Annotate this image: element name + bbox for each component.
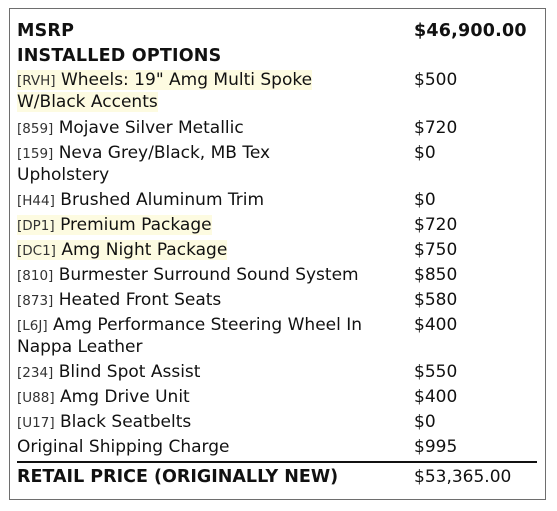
option-price: $750 bbox=[414, 240, 458, 260]
option-label: Wheels: 19" Amg Multi Spoke bbox=[60, 70, 313, 90]
option-label: Amg Drive Unit bbox=[60, 387, 190, 407]
option-name: [859] Mojave Silver Metallic bbox=[17, 118, 409, 140]
option-highlight: [RVH] Wheels: 19" Amg Multi Spoke bbox=[17, 70, 313, 90]
option-label: Neva Grey/Black, MB Tex bbox=[58, 143, 271, 163]
option-price: $720 bbox=[414, 118, 458, 138]
option-label-line2: W/Black Accents bbox=[17, 92, 158, 112]
msrp-label: MSRP bbox=[17, 21, 75, 41]
msrp-value: $46,900.00 bbox=[414, 21, 527, 41]
option-name: [DP1] Premium Package bbox=[17, 215, 409, 237]
retail-price-value: $53,365.00 bbox=[414, 467, 512, 487]
option-label: Blind Spot Assist bbox=[58, 362, 201, 382]
option-name: [U17] Black Seatbelts bbox=[17, 412, 409, 434]
option-highlight: [DC1] Amg Night Package bbox=[17, 240, 228, 260]
option-price: $400 bbox=[414, 387, 458, 407]
option-code: [810] bbox=[17, 268, 54, 284]
option-label: Burmester Surround Sound System bbox=[58, 265, 359, 285]
option-label: Premium Package bbox=[60, 215, 212, 235]
shipping-value: $995 bbox=[414, 437, 458, 457]
option-code: [859] bbox=[17, 121, 54, 137]
shipping-label: Original Shipping Charge bbox=[17, 437, 230, 457]
option-price: $400 bbox=[414, 315, 458, 335]
option-name: [810] Burmester Surround Sound System bbox=[17, 265, 409, 287]
option-highlight: [DP1] Premium Package bbox=[17, 215, 212, 235]
option-code: [H44] bbox=[17, 193, 55, 209]
installed-options-heading: INSTALLED OPTIONS bbox=[17, 46, 222, 66]
option-price: $0 bbox=[414, 412, 436, 432]
option-code: [159] bbox=[17, 146, 54, 162]
option-price: $550 bbox=[414, 362, 458, 382]
option-label-line2: Upholstery bbox=[17, 165, 110, 185]
msrp-row: MSRP $46,900.00 bbox=[17, 21, 547, 42]
option-name: [H44] Brushed Aluminum Trim bbox=[17, 190, 409, 212]
option-name: [RVH] Wheels: 19" Amg Multi Spoke W/Blac… bbox=[17, 70, 409, 113]
option-code: [U17] bbox=[17, 415, 55, 431]
option-name: [U88] Amg Drive Unit bbox=[17, 387, 409, 409]
option-code: [873] bbox=[17, 293, 54, 309]
option-code: [234] bbox=[17, 365, 54, 381]
option-code: [U88] bbox=[17, 390, 55, 406]
option-label: Black Seatbelts bbox=[60, 412, 192, 432]
option-price: $580 bbox=[414, 290, 458, 310]
option-name: [873] Heated Front Seats bbox=[17, 290, 409, 312]
option-label-line2: Nappa Leather bbox=[17, 337, 143, 357]
option-price: $850 bbox=[414, 265, 458, 285]
retail-price-label: RETAIL PRICE (ORIGINALLY NEW) bbox=[17, 467, 339, 487]
option-code: [DP1] bbox=[17, 218, 55, 234]
option-label: Mojave Silver Metallic bbox=[58, 118, 244, 138]
option-price: $0 bbox=[414, 143, 436, 163]
option-label: Heated Front Seats bbox=[58, 290, 222, 310]
window-sticker bbox=[9, 8, 546, 500]
option-name: [234] Blind Spot Assist bbox=[17, 362, 409, 384]
option-code: [RVH] bbox=[17, 73, 56, 89]
option-code: [DC1] bbox=[17, 243, 56, 259]
option-price: $0 bbox=[414, 190, 436, 210]
option-label: Amg Night Package bbox=[61, 240, 228, 260]
option-name: [L6J] Amg Performance Steering Wheel In … bbox=[17, 315, 409, 358]
option-code: [L6J] bbox=[17, 318, 48, 334]
option-price: $500 bbox=[414, 70, 458, 90]
option-name: [159] Neva Grey/Black, MB Tex Upholstery bbox=[17, 143, 409, 186]
option-label: Amg Performance Steering Wheel In bbox=[53, 315, 363, 335]
option-label: Brushed Aluminum Trim bbox=[60, 190, 265, 210]
option-price: $720 bbox=[414, 215, 458, 235]
option-name: [DC1] Amg Night Package bbox=[17, 240, 409, 262]
total-divider bbox=[17, 461, 537, 463]
